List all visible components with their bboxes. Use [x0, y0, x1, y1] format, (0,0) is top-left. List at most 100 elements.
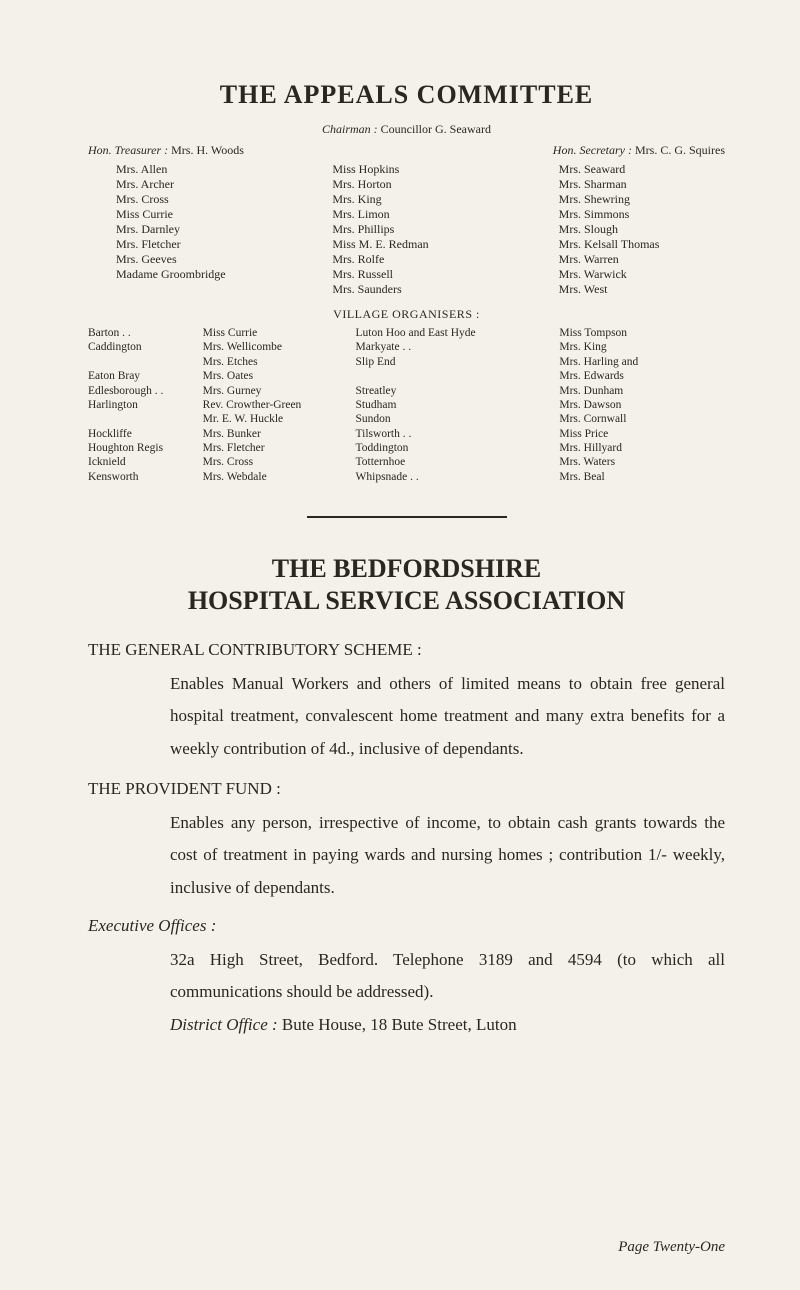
- list-item: Mrs. Saunders: [332, 282, 498, 297]
- list-item: Mrs. Slough: [559, 222, 725, 237]
- list-item: Whipsnade . .: [356, 470, 560, 484]
- list-item: Mrs. Fletcher: [203, 441, 356, 455]
- list-item: Miss Price: [559, 427, 725, 441]
- list-item: Toddington: [356, 441, 560, 455]
- list-item: Miss Tompson: [559, 326, 725, 340]
- list-item: Studham: [356, 398, 560, 412]
- list-item: Mrs. Phillips: [332, 222, 498, 237]
- beds-title-2: HOSPITAL SERVICE ASSOCIATION: [88, 586, 725, 616]
- list-item: Miss Currie: [203, 326, 356, 340]
- beds-title-1: THE BEDFORDSHIRE: [88, 554, 725, 584]
- officers-row: Hon. Treasurer : Mrs. H. Woods Hon. Secr…: [88, 143, 725, 158]
- list-item: Mrs. King: [332, 192, 498, 207]
- list-item: Markyate . .: [356, 340, 560, 354]
- list-item: Mrs. Seaward: [559, 162, 725, 177]
- list-item: Hockliffe: [88, 427, 203, 441]
- list-item: Mrs. Etches: [203, 355, 356, 369]
- page-number: Page Twenty-One: [618, 1239, 725, 1256]
- list-item: Mrs. Oates: [203, 369, 356, 383]
- list-item: Icknield: [88, 455, 203, 469]
- chairman-line: Chairman : Councillor G. Seaward: [88, 122, 725, 137]
- hon-treasurer-name: Mrs. H. Woods: [171, 143, 244, 157]
- list-item: Houghton Regis: [88, 441, 203, 455]
- list-item: Mrs. King: [559, 340, 725, 354]
- list-item: Mrs. Cross: [203, 455, 356, 469]
- list-item: Mrs. Sharman: [559, 177, 725, 192]
- exec-address: 32a High Street, Bedford. Telephone 3189…: [170, 950, 725, 1001]
- list-item: Madame Groombridge: [116, 267, 282, 282]
- list-item: Kensworth: [88, 470, 203, 484]
- list-item: Mrs. Cornwall: [559, 412, 725, 426]
- members-col-2: Miss HopkinsMrs. HortonMrs. KingMrs. Lim…: [282, 162, 498, 297]
- members-col-1: Mrs. AllenMrs. ArcherMrs. CrossMiss Curr…: [88, 162, 282, 297]
- vo-col-4: Miss TompsonMrs. KingMrs. Harling andMrs…: [559, 326, 725, 484]
- list-item: Mrs. Gurney: [203, 384, 356, 398]
- provident-label: THE PROVIDENT FUND :: [88, 779, 725, 799]
- list-item: Mrs. Horton: [332, 177, 498, 192]
- list-item: Eaton Bray: [88, 369, 203, 383]
- hon-secretary-name: Mrs. C. G. Squires: [635, 143, 725, 157]
- exec-offices-body: 32a High Street, Bedford. Telephone 3189…: [88, 944, 725, 1041]
- list-item: Mrs. Wellicombe: [203, 340, 356, 354]
- list-item: Mrs. Warwick: [559, 267, 725, 282]
- village-organisers: Barton . .Caddington Eaton BrayEdlesboro…: [88, 326, 725, 484]
- list-item: Mrs. West: [559, 282, 725, 297]
- list-item: [88, 412, 203, 426]
- district-office-label: District Office :: [170, 1015, 278, 1034]
- list-item: [88, 355, 203, 369]
- list-item: [356, 369, 560, 383]
- list-item: Mrs. Beal: [559, 470, 725, 484]
- list-item: Rev. Crowther-Green: [203, 398, 356, 412]
- list-item: Mrs. Harling and: [559, 355, 725, 369]
- list-item: Mrs. Limon: [332, 207, 498, 222]
- district-office-body: Bute House, 18 Bute Street, Luton: [282, 1015, 517, 1034]
- list-item: Mrs. Hillyard: [559, 441, 725, 455]
- chairman-name: Councillor G. Seaward: [381, 122, 491, 136]
- chairman-label: Chairman :: [322, 122, 378, 136]
- list-item: Edlesborough . .: [88, 384, 203, 398]
- hon-treasurer-label: Hon. Treasurer :: [88, 143, 168, 157]
- list-item: Harlington: [88, 398, 203, 412]
- list-item: Mrs. Cross: [116, 192, 282, 207]
- list-item: Caddington: [88, 340, 203, 354]
- document-page: THE APPEALS COMMITTEE Chairman : Council…: [0, 0, 800, 1290]
- list-item: Mrs. Archer: [116, 177, 282, 192]
- list-item: Mrs. Dunham: [559, 384, 725, 398]
- list-item: Mrs. Waters: [559, 455, 725, 469]
- list-item: Mrs. Shewring: [559, 192, 725, 207]
- vo-col-3: Luton Hoo and East HydeMarkyate . .Slip …: [356, 326, 560, 484]
- list-item: Slip End: [356, 355, 560, 369]
- list-item: Mrs. Simmons: [559, 207, 725, 222]
- list-item: Mrs. Edwards: [559, 369, 725, 383]
- list-item: Totternhoe: [356, 455, 560, 469]
- list-item: Tilsworth . .: [356, 427, 560, 441]
- list-item: Barton . .: [88, 326, 203, 340]
- vo-col-1: Barton . .Caddington Eaton BrayEdlesboro…: [88, 326, 203, 484]
- list-item: Mrs. Bunker: [203, 427, 356, 441]
- list-item: Mrs. Russell: [332, 267, 498, 282]
- list-item: Mrs. Fletcher: [116, 237, 282, 252]
- list-item: Mrs. Kelsall Thomas: [559, 237, 725, 252]
- vo-col-2: Miss CurrieMrs. WellicombeMrs. EtchesMrs…: [203, 326, 356, 484]
- list-item: Streatley: [356, 384, 560, 398]
- list-item: Miss M. E. Redman: [332, 237, 498, 252]
- list-item: Sundon: [356, 412, 560, 426]
- hon-secretary: Hon. Secretary : Mrs. C. G. Squires: [553, 143, 725, 158]
- list-item: Mrs. Rolfe: [332, 252, 498, 267]
- list-item: Miss Hopkins: [332, 162, 498, 177]
- list-item: Mrs. Darnley: [116, 222, 282, 237]
- divider-rule: [307, 516, 507, 518]
- list-item: Mrs. Dawson: [559, 398, 725, 412]
- list-item: Mrs. Warren: [559, 252, 725, 267]
- provident-body: Enables any person, irrespective of inco…: [88, 807, 725, 904]
- list-item: Luton Hoo and East Hyde: [356, 326, 560, 340]
- scheme-body: Enables Manual Workers and others of lim…: [88, 668, 725, 765]
- members-col-3: Mrs. SeawardMrs. SharmanMrs. ShewringMrs…: [499, 162, 725, 297]
- appeals-title: THE APPEALS COMMITTEE: [88, 80, 725, 110]
- hon-secretary-label: Hon. Secretary :: [553, 143, 632, 157]
- list-item: Mr. E. W. Huckle: [203, 412, 356, 426]
- exec-offices-label: Executive Offices :: [88, 916, 725, 936]
- list-item: Mrs. Webdale: [203, 470, 356, 484]
- list-item: Mrs. Geeves: [116, 252, 282, 267]
- list-item: Mrs. Allen: [116, 162, 282, 177]
